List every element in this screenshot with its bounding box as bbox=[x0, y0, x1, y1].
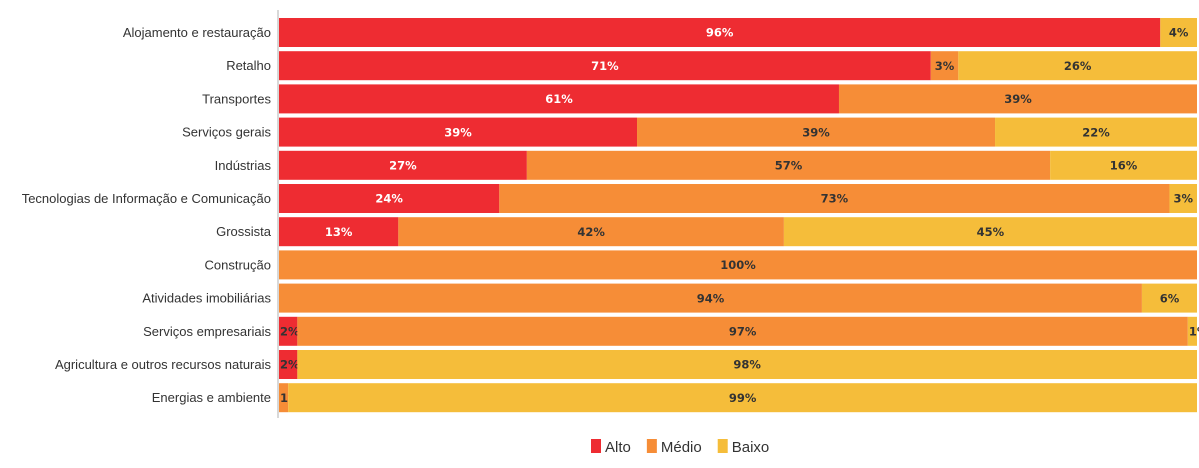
bar-segment-alto bbox=[279, 184, 500, 213]
legend-swatch-alto bbox=[591, 439, 601, 453]
bars-group: 96% 4% 71% 3% 26% 61% 39% 39% 39% 22% 27% 57% 16% 24%… bbox=[279, 18, 1199, 415]
data-label: 97% bbox=[729, 325, 757, 339]
legend-label-baixo: Baixo bbox=[732, 439, 770, 456]
data-label: 96% bbox=[706, 26, 734, 40]
bar-segment-baixo bbox=[1050, 150, 1197, 180]
bar-segment-baixo bbox=[783, 217, 1197, 247]
category-label: Grossista bbox=[216, 224, 272, 239]
data-label: 61% bbox=[545, 92, 573, 106]
bar-segment-medio bbox=[279, 383, 289, 413]
bar-segment-baixo bbox=[297, 350, 1197, 379]
data-label: 39% bbox=[1004, 92, 1032, 106]
data-label: 22% bbox=[1082, 125, 1110, 139]
bar-segment-medio bbox=[279, 283, 1142, 313]
data-label: 4% bbox=[1169, 26, 1189, 40]
data-label: 27% bbox=[389, 159, 417, 173]
category-labels: Alojamento e restauração Retalho Transport… bbox=[22, 25, 272, 405]
bar-segment-alto bbox=[279, 117, 638, 147]
bar-segment-medio bbox=[297, 316, 1188, 346]
data-label: 71% bbox=[591, 59, 619, 73]
bar-segment-alto bbox=[279, 18, 1161, 47]
bar-segment-alto bbox=[279, 150, 527, 180]
data-label: 57% bbox=[775, 159, 803, 173]
bar-segment-alto bbox=[279, 316, 298, 346]
data-label: 99% bbox=[729, 391, 757, 405]
bar-segment-baixo bbox=[288, 383, 1197, 413]
data-label: 2% bbox=[280, 325, 300, 339]
data-label: 98% bbox=[733, 358, 761, 372]
bar-segment-alto bbox=[279, 51, 931, 81]
category-label: Indústrias bbox=[215, 158, 272, 173]
data-label: 26% bbox=[1064, 59, 1092, 73]
legend-label-medio: Médio bbox=[661, 439, 702, 456]
data-label: 13% bbox=[325, 225, 353, 239]
category-label: Retalho bbox=[226, 58, 271, 73]
data-label: 6% bbox=[1160, 291, 1180, 305]
bar-segment-medio bbox=[499, 184, 1170, 213]
data-label: 16% bbox=[1110, 159, 1138, 173]
bar-segment-medio bbox=[930, 51, 959, 81]
data-label: 73% bbox=[821, 192, 849, 206]
legend-label-alto: Alto bbox=[605, 439, 631, 456]
data-label: 42% bbox=[577, 225, 605, 239]
bar-segment-baixo bbox=[1141, 283, 1197, 313]
bar-segment-medio bbox=[838, 84, 1197, 114]
category-label: Serviços empresariais bbox=[143, 324, 271, 339]
data-label: 3% bbox=[935, 59, 955, 73]
category-label: Energias e ambiente bbox=[152, 390, 271, 405]
category-label: Atividades imobiliárias bbox=[142, 291, 271, 306]
data-label: 45% bbox=[977, 225, 1005, 239]
bar-segment-alto bbox=[279, 217, 399, 247]
bar-segment-baixo bbox=[1187, 316, 1197, 346]
data-label: 1% bbox=[1189, 325, 1199, 339]
legend-swatch-medio bbox=[646, 439, 657, 453]
data-label: 94% bbox=[697, 291, 725, 305]
data-label: 2% bbox=[280, 358, 300, 372]
data-label: 39% bbox=[444, 125, 472, 139]
category-label: Agricultura e outros recursos naturais bbox=[55, 357, 272, 372]
category-label: Construção bbox=[205, 257, 271, 272]
bar-segment-medio bbox=[398, 217, 784, 247]
bar-segment-medio bbox=[279, 250, 1197, 280]
data-label: 3% bbox=[1173, 192, 1193, 206]
bar-segment-baixo bbox=[995, 117, 1197, 147]
data-label: 24% bbox=[375, 192, 403, 206]
bar-segment-baixo bbox=[1160, 18, 1197, 47]
legend: Alto Médio Baixo bbox=[591, 439, 769, 456]
data-label: 39% bbox=[802, 125, 830, 139]
legend-swatch-baixo bbox=[717, 439, 728, 453]
bar-segment-medio bbox=[637, 117, 996, 147]
bar-segment-baixo bbox=[1169, 184, 1197, 213]
bar-segment-medio bbox=[526, 150, 1051, 180]
bar-segment-alto bbox=[279, 84, 839, 114]
data-label: 100% bbox=[720, 258, 756, 272]
category-label: Tecnologias de Informação e Comunicação bbox=[22, 191, 271, 206]
category-label: Alojamento e restauração bbox=[123, 25, 271, 40]
category-label: Transportes bbox=[202, 91, 271, 106]
bar-segment-baixo bbox=[958, 51, 1197, 81]
category-label: Serviços gerais bbox=[182, 125, 271, 140]
bar-segment-alto bbox=[279, 350, 298, 379]
